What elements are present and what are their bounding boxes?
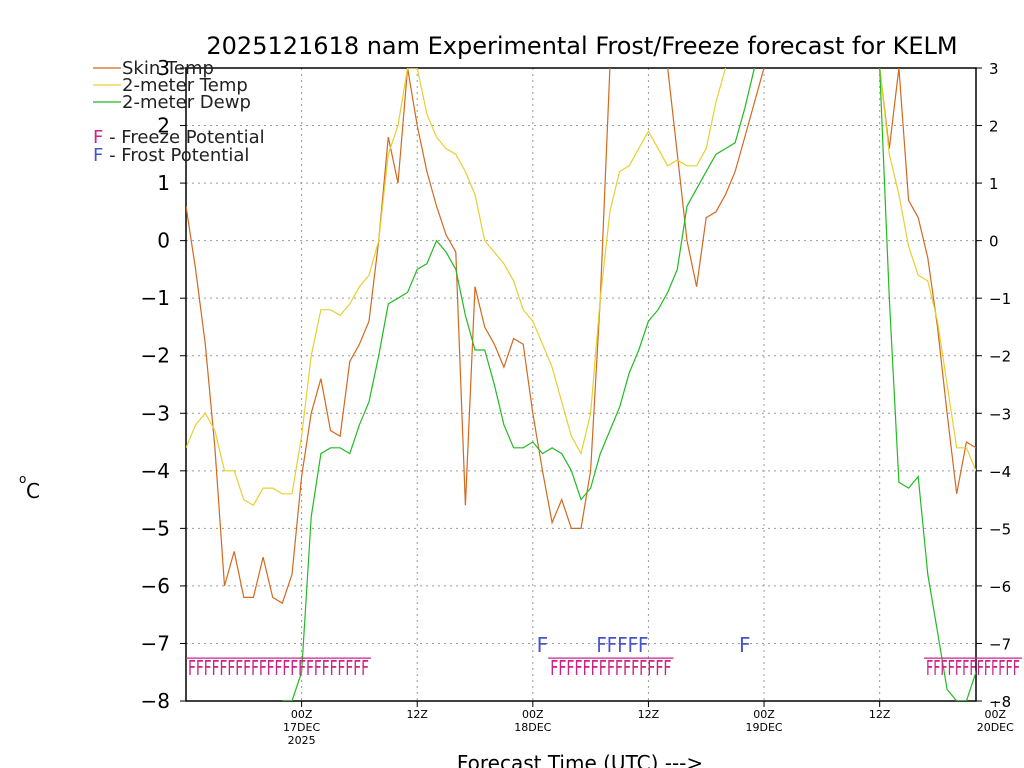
y-tick-label: −5: [141, 516, 170, 540]
legend-label: 2-meter Dewp: [122, 92, 251, 113]
series-line-2-meter-temp: [186, 68, 976, 507]
y-tick-label: −6: [141, 574, 170, 598]
y-tick-label: 2: [157, 114, 170, 138]
x-axis-label: Forecast Time (UTC) --->: [457, 751, 703, 768]
y-tick-label: 0: [157, 229, 170, 253]
y-tick-label: 3: [157, 56, 170, 80]
frost-flag-text: F: [537, 633, 549, 657]
legend-label: Skin Temp: [122, 58, 214, 79]
y-tick-label: −3: [141, 401, 170, 425]
series-line-2-meter-dewp: [282, 68, 976, 701]
frost-flag-text: FFFFF: [596, 633, 648, 657]
freeze-flag-text: FFFFFFFFFFFFF: [926, 656, 1020, 680]
x-tick-label: 00Z: [753, 708, 775, 721]
x-tick-label: 18DEC: [514, 721, 551, 734]
y-tick-label: −8: [141, 689, 170, 713]
y-tick-label-right: −7: [989, 635, 1011, 653]
frost-flag-text: F: [739, 633, 751, 657]
x-tick-label: 2025: [288, 734, 316, 747]
y-tick-label-right: −4: [989, 463, 1011, 481]
y-tick-label-right: −5: [989, 520, 1011, 538]
y-axis-label-unit: C: [26, 479, 40, 503]
plot-frame: [185, 67, 977, 702]
frost-freeze-flags: FFFFFFFFFFFFFFFFFFFFFFF FFFFFFFFFFFFFFF FF…: [186, 633, 1022, 680]
flag-legend-text: - Freeze Potential: [103, 127, 264, 148]
y-tick-label-right: −8: [989, 693, 1011, 711]
y-tick-label: 1: [157, 171, 170, 195]
freeze-flag-text: FFFFFFFFFFFFFFFFFFFFFFF: [188, 656, 369, 680]
y-tick-label: −2: [141, 344, 170, 368]
chart-title: 2025121618 nam Experimental Frost/Freeze…: [206, 32, 957, 60]
series-lines: [186, 68, 976, 701]
freeze-flag-text: FFFFFFFFFFFFFFF: [550, 656, 671, 680]
y-axis-label: o C: [19, 472, 40, 503]
y-tick-label: −7: [141, 631, 170, 655]
y-tick-label-right: −6: [989, 578, 1011, 596]
y-tick-label-right: 0: [989, 233, 999, 251]
y-tick-label-right: 1: [989, 175, 999, 193]
x-tick-label: 12Z: [638, 708, 660, 721]
x-tick-label: 00Z: [522, 708, 544, 721]
plot-area: FFFFFFFFFFFFFFFFFFFFFFF FFFFFFFFFFFFFFF FF…: [185, 67, 1022, 702]
y-tick-label-right: 3: [989, 60, 999, 78]
x-tick-label: 12Z: [869, 708, 891, 721]
x-tick-label: 19DEC: [745, 721, 782, 734]
x-tick-label: 20DEC: [977, 721, 1014, 734]
flag-legend-entry: F - Freeze Potential: [93, 127, 265, 148]
x-tick-label: 00Z: [291, 708, 313, 721]
y-tick-label: −4: [141, 459, 170, 483]
flag-legend-letter: F: [93, 145, 103, 166]
y-tick-label-right: −2: [989, 348, 1011, 366]
y-tick-label: −1: [141, 286, 170, 310]
gridlines: [186, 68, 976, 701]
y-axis-left: −8 −7 −6 −5 −4 −3 −2 −1 0 1 2 3: [141, 56, 186, 713]
x-tick-label: 00Z: [984, 708, 1006, 721]
y-tick-label-right: 2: [989, 118, 999, 136]
x-tick-label: 17DEC: [283, 721, 320, 734]
flag-legend-letter: F: [93, 127, 103, 148]
series-line-skin-temp: [186, 68, 976, 605]
y-tick-label-right: −1: [989, 290, 1011, 308]
flag-legend-text: - Frost Potential: [103, 145, 249, 166]
x-tick-label: 12Z: [406, 708, 428, 721]
flag-legend-entry: F - Frost Potential: [93, 145, 249, 166]
y-axis-label-degree: o: [19, 472, 26, 486]
y-axis-right: −8 −7 −6 −5 −4 −3 −2 −1 0 1 2 3: [976, 60, 1011, 711]
legend-label: 2-meter Temp: [122, 75, 248, 96]
y-tick-label-right: −3: [989, 405, 1011, 423]
